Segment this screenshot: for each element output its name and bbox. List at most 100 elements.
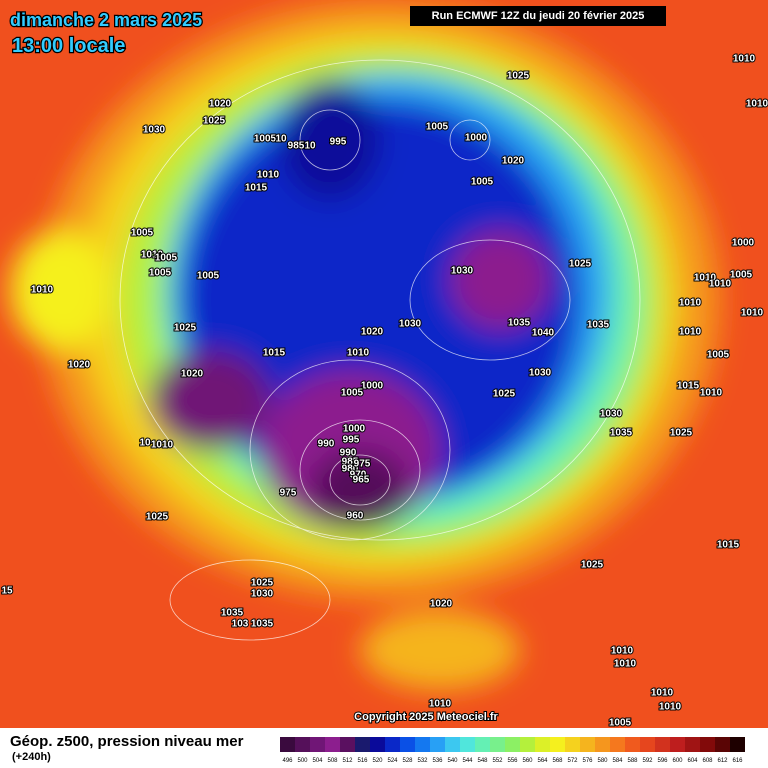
geopotential-field: [0, 0, 768, 728]
isobar-label: 975: [354, 459, 371, 470]
run-box: [410, 6, 666, 26]
colorbar-label: 512: [342, 758, 353, 764]
colorbar-swatch: [715, 737, 730, 752]
isobar-label: 1010: [141, 250, 164, 261]
colorbar-swatch: [415, 737, 430, 752]
colorbar-label: 560: [522, 758, 533, 764]
isobar-label: 1000: [465, 133, 488, 144]
isobar-label: 1000: [732, 238, 755, 249]
isobar-label: 1010: [741, 308, 764, 319]
isobar-label: 1005: [155, 253, 178, 264]
colorbar-swatch: [595, 737, 610, 752]
colorbar-swatch: [550, 737, 565, 752]
colorbar-label: 528: [402, 758, 413, 764]
colorbar-label: 612: [717, 758, 728, 764]
isobar-label: 1015: [677, 381, 700, 392]
colorbar-swatch: [340, 737, 355, 752]
isobar-label: 10: [304, 141, 316, 152]
isobar-label: 1010: [614, 659, 637, 670]
isobar-label: 1005: [131, 228, 154, 239]
isobar-label: 1005: [471, 177, 494, 188]
isobar-label: 10: [139, 438, 151, 449]
isobar-label: 1010: [347, 348, 370, 359]
colorbar-label: 564: [537, 758, 548, 764]
colorbar-swatch: [490, 737, 505, 752]
colorbar-swatch: [460, 737, 475, 752]
colorbar-swatch: [730, 737, 745, 752]
isobar-label: 1040: [532, 328, 555, 339]
isobar-label: 1035: [221, 608, 244, 619]
colorbar: 496 500 504 508 512 516 520 524 528 532 536 540 544 5…: [280, 737, 745, 764]
isobar-label: 1010: [700, 388, 723, 399]
isobar-label: 1005: [341, 388, 364, 399]
colorbar-label: 552: [492, 758, 503, 764]
isobar-label: 1020: [430, 599, 453, 610]
isobar-label: 1035: [508, 318, 531, 329]
isobar-label: 1005: [426, 122, 449, 133]
colorbar-swatch: [370, 737, 385, 752]
isobar-label: 1030: [529, 368, 552, 379]
colorbar-swatch: [565, 737, 580, 752]
isobar-label: 1015: [245, 183, 268, 194]
isobar-label: 1010: [709, 279, 732, 290]
colorbar-swatch: [310, 737, 325, 752]
colorbar-label: 556: [507, 758, 518, 764]
isobar-label: 1035: [610, 428, 633, 439]
footer-label: Géop. z500, pression niveau mer: [10, 733, 244, 750]
isobar-label: 1020: [68, 360, 91, 371]
date: dimanche 2 mars 2025: [10, 10, 202, 30]
isobar-label: 1005: [254, 134, 277, 145]
colorbar-label: 496: [282, 758, 293, 764]
isobar-label: 995: [343, 435, 360, 446]
colorbar-swatch: [445, 737, 460, 752]
colorbar-label: 596: [657, 758, 668, 764]
isobar-label: 1010: [151, 440, 174, 451]
colorbar-swatch: [355, 737, 370, 752]
isobar-label: 985: [342, 457, 359, 468]
colorbar-swatch: [610, 737, 625, 752]
colorbar-label: 548: [477, 758, 488, 764]
isobar-label: 1030: [399, 319, 422, 330]
isobar-label: 1025: [581, 560, 604, 571]
colorbar-label: 540: [447, 758, 458, 764]
colorbar-label: 576: [582, 758, 593, 764]
isobar-label: 1010: [679, 327, 702, 338]
colorbar-swatch: [640, 737, 655, 752]
colorbar-swatch: [700, 737, 715, 752]
isobar-label: 1010: [746, 99, 768, 110]
isobar-label: 1015: [717, 540, 740, 551]
colorbar-label: 504: [312, 758, 323, 764]
colorbar-label: 572: [567, 758, 578, 764]
isobar-label: 103: [232, 619, 249, 630]
isobar-label: 1010: [659, 702, 682, 713]
isobar-label: 1025: [507, 71, 530, 82]
isobar-label: 1010: [611, 646, 634, 657]
colorbar-label: 500: [297, 758, 308, 764]
isobar-label: 985: [288, 141, 305, 152]
isobar-label: 1010: [694, 273, 717, 284]
isobar-label: 975: [280, 488, 297, 499]
isobar-label: 1010: [429, 699, 452, 710]
isobar-label: 1010: [733, 54, 756, 65]
isobar-label: 1025: [493, 389, 516, 400]
isobar-label: 1005: [609, 718, 632, 729]
isobar-label: 1030: [600, 409, 623, 420]
isobar-label: 1030: [251, 589, 274, 600]
colorbar-label: 516: [357, 758, 368, 764]
colorbar-swatch: [670, 737, 685, 752]
colorbar-label: 592: [642, 758, 653, 764]
isobar-label: 1020: [502, 156, 525, 167]
colorbar-label: 544: [462, 758, 473, 764]
isobar-label: 1035: [587, 320, 610, 331]
isobar-label: 15: [1, 586, 13, 597]
isobar-label: 1025: [251, 578, 274, 589]
colorbar-swatch: [535, 737, 550, 752]
isobar-label: 10: [275, 134, 287, 145]
isobar-label: 990: [318, 439, 335, 450]
isobar-label: 1025: [146, 512, 169, 523]
isobar-label: 1025: [203, 116, 226, 127]
isobar-label: 1010: [257, 170, 280, 181]
colorbar-swatch: [280, 737, 295, 752]
colorbar-swatch: [475, 737, 490, 752]
